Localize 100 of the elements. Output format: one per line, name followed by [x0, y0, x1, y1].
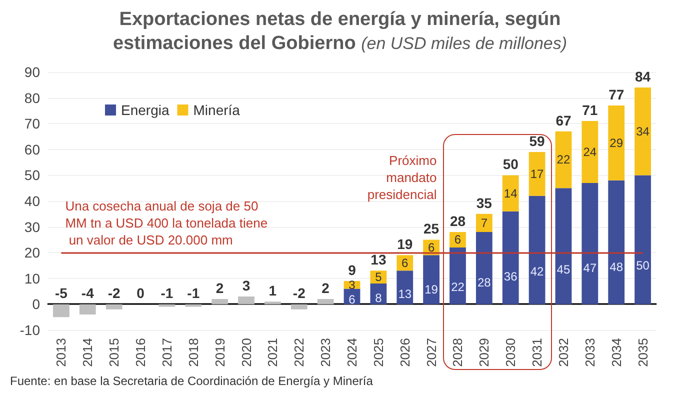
total-label: 71: [582, 102, 598, 118]
bar: [396, 270, 414, 304]
bar: [317, 299, 334, 304]
data-label: 7: [480, 216, 488, 230]
data-label: 45: [556, 262, 570, 276]
bar: [634, 87, 651, 176]
data-label: 42: [530, 264, 544, 279]
bar: [608, 180, 625, 304]
x-tick-label: 2020: [238, 338, 254, 367]
x-tick-label: 2022: [292, 338, 307, 367]
x-tick-label: 2015: [106, 338, 122, 367]
chart-subtitle: (en USD miles de millones): [361, 34, 568, 53]
x-tick-label: 2025: [370, 338, 386, 367]
x-tick-label: 2018: [186, 338, 201, 367]
y-tick-label: 60: [24, 141, 40, 158]
data-label: 50: [636, 258, 650, 272]
total-label: 3: [242, 277, 250, 294]
x-tick-label: 2016: [133, 338, 148, 367]
bar: [106, 304, 122, 310]
data-label: 14: [504, 186, 518, 200]
bar: [264, 302, 281, 304]
y-tick-label: 10: [24, 270, 40, 286]
data-label: 13: [398, 287, 412, 302]
source-note: Fuente: en base la Secretaria de Coordinación de Energía y Minería: [10, 374, 373, 388]
bar: [502, 175, 519, 212]
x-tick-label: 2027: [424, 338, 439, 367]
bar: [476, 232, 492, 304]
x-tick-label: 2030: [503, 338, 518, 367]
y-tick-label: 20: [24, 244, 40, 261]
y-tick-label: 70: [24, 116, 40, 132]
total-label: 13: [370, 252, 386, 268]
bar: [79, 304, 96, 315]
x-tick-label: 2026: [397, 338, 412, 367]
bar: [555, 131, 572, 188]
x-tick-label: 2013: [54, 338, 69, 367]
data-label: 6: [348, 292, 356, 307]
bar: [53, 304, 70, 318]
data-label: 3: [348, 278, 356, 292]
data-label: 29: [610, 136, 624, 150]
y-tick-label: 90: [24, 64, 40, 80]
data-label: 6: [428, 240, 435, 254]
x-tick-label: 2024: [344, 338, 360, 367]
total-label: -1: [187, 285, 200, 302]
data-label: 24: [583, 144, 597, 159]
data-label: 47: [583, 260, 597, 275]
bar: [423, 255, 440, 304]
bar: [582, 121, 598, 183]
x-tick-label: 2033: [582, 338, 598, 367]
total-label: 9: [348, 262, 356, 278]
bar: [212, 299, 228, 304]
bar: [370, 284, 387, 304]
legend-label: Minería: [193, 102, 240, 118]
x-tick-label: 2019: [212, 338, 228, 367]
total-label: 28: [450, 212, 466, 229]
y-tick-label: 50: [24, 167, 40, 184]
bar: [555, 188, 572, 304]
total-label: 2: [322, 280, 330, 296]
data-label: 22: [556, 152, 570, 167]
total-label: 1: [268, 282, 277, 299]
legend-label: Energia: [121, 102, 170, 118]
x-tick-label: 2029: [476, 338, 492, 367]
total-label: -2: [292, 285, 306, 302]
total-label: 67: [556, 112, 572, 128]
bar: [528, 196, 546, 304]
bar: [634, 175, 651, 304]
total-label: 25: [424, 220, 440, 237]
total-label: 19: [397, 236, 413, 252]
y-tick-label: -10: [20, 322, 40, 338]
x-tick-label: 2034: [608, 338, 624, 367]
bar: [450, 247, 466, 304]
total-label: 77: [608, 86, 624, 103]
bar: [238, 296, 254, 304]
data-label: 48: [610, 260, 624, 274]
x-tick-label: 2032: [556, 338, 571, 367]
x-tick-label: 2035: [635, 338, 650, 367]
bar: [158, 304, 176, 307]
data-label: 17: [530, 166, 544, 181]
total-label: 35: [476, 194, 492, 211]
x-tick-label: 2021: [265, 338, 280, 367]
x-tick-label: 2028: [450, 338, 466, 367]
x-tick-label: 2014: [80, 338, 96, 367]
bar: [502, 211, 519, 304]
data-label: 36: [504, 269, 518, 284]
data-label: 34: [636, 124, 650, 138]
bar: [582, 182, 598, 304]
total-label: 84: [634, 68, 651, 84]
x-tick-label: 2017: [159, 338, 174, 367]
data-label: 5: [375, 270, 382, 284]
data-label: 6: [454, 232, 462, 247]
total-label: 0: [136, 285, 145, 302]
data-label: 22: [451, 280, 465, 294]
y-tick-label: 0: [32, 296, 40, 312]
y-tick-label: 40: [24, 193, 40, 209]
total-label: 50: [502, 156, 519, 172]
total-label: 59: [529, 132, 546, 149]
total-label: -1: [160, 285, 174, 302]
total-label: -4: [81, 285, 94, 302]
data-label: 28: [477, 276, 492, 290]
data-label: 19: [424, 282, 438, 296]
bar: [608, 106, 625, 180]
